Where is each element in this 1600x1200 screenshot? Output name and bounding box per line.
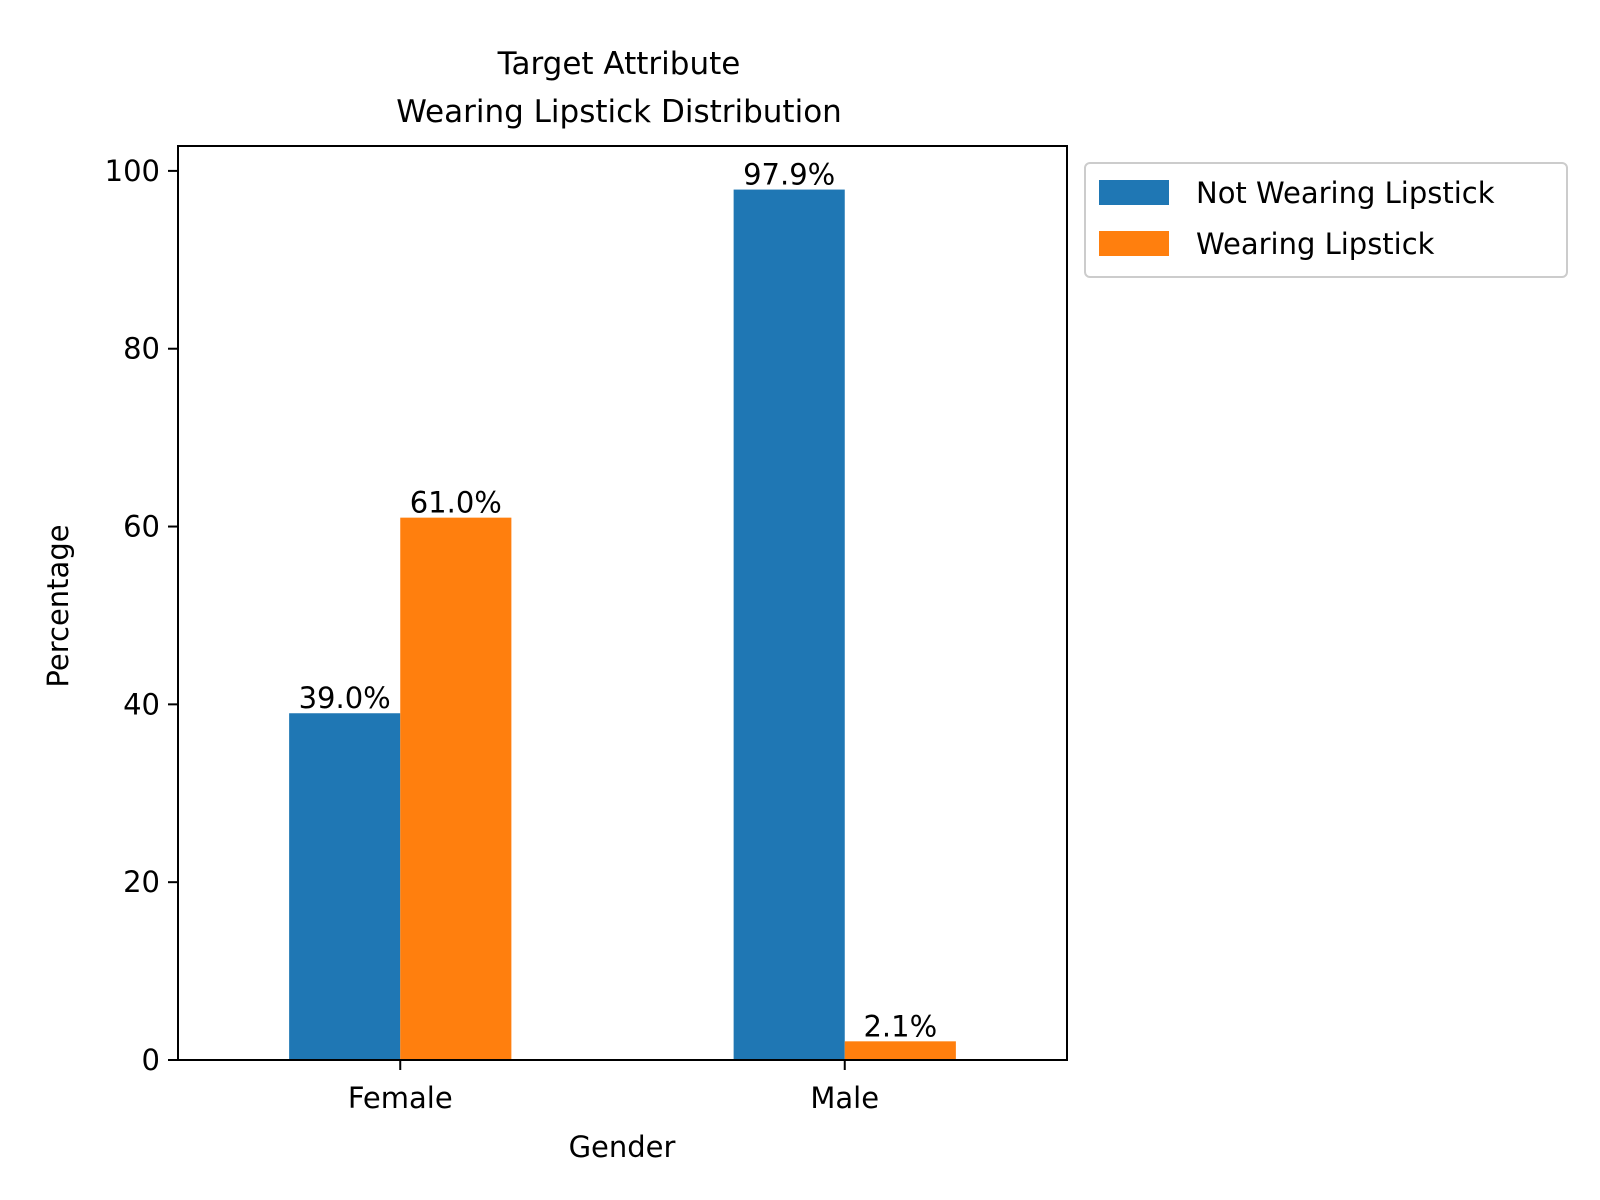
x-axis: Female Male	[348, 1060, 879, 1115]
chart-title-line-1: Target Attribute	[497, 46, 741, 82]
y-tick-label-40: 40	[123, 687, 160, 721]
bar-female-wearing-lipstick	[400, 517, 512, 1060]
y-tick-label-60: 60	[123, 510, 160, 544]
value-labels-layer: 39.0% 61.0% 97.9% 2.1%	[299, 158, 938, 1044]
value-label-female-not-wearing-lipstick: 39.0%	[299, 681, 391, 715]
value-label-female-wearing-lipstick: 61.0%	[410, 486, 502, 520]
value-label-male-wearing-lipstick: 2.1%	[863, 1009, 937, 1043]
y-axis: 0 20 40 60 80 100	[105, 154, 178, 1077]
bar-male-wearing-lipstick	[844, 1041, 956, 1060]
y-tick-label-0: 0	[142, 1043, 160, 1077]
bar-female-not-wearing-lipstick	[289, 713, 401, 1060]
y-axis-label: Percentage	[41, 524, 75, 687]
x-tick-label-male: Male	[810, 1081, 879, 1115]
legend-swatch-not-wearing-lipstick	[1099, 180, 1169, 205]
plot-frame	[177, 145, 1068, 1061]
legend-frame	[1084, 162, 1568, 278]
y-tick-label-80: 80	[123, 332, 160, 366]
value-label-male-not-wearing-lipstick: 97.9%	[743, 158, 835, 192]
bars-layer	[289, 189, 956, 1060]
y-tick-label-100: 100	[105, 154, 160, 188]
legend: Not Wearing Lipstick Wearing Lipstick	[1084, 162, 1568, 278]
x-tick-label-female: Female	[348, 1081, 453, 1115]
legend-label-wearing-lipstick: Wearing Lipstick	[1196, 227, 1435, 261]
y-tick-label-20: 20	[123, 865, 160, 899]
legend-label-not-wearing-lipstick: Not Wearing Lipstick	[1196, 176, 1495, 210]
bar-male-not-wearing-lipstick	[733, 189, 845, 1060]
chart-title-line-2: Wearing Lipstick Distribution	[396, 94, 842, 130]
legend-swatch-wearing-lipstick	[1099, 231, 1169, 256]
x-axis-label: Gender	[569, 1130, 676, 1164]
